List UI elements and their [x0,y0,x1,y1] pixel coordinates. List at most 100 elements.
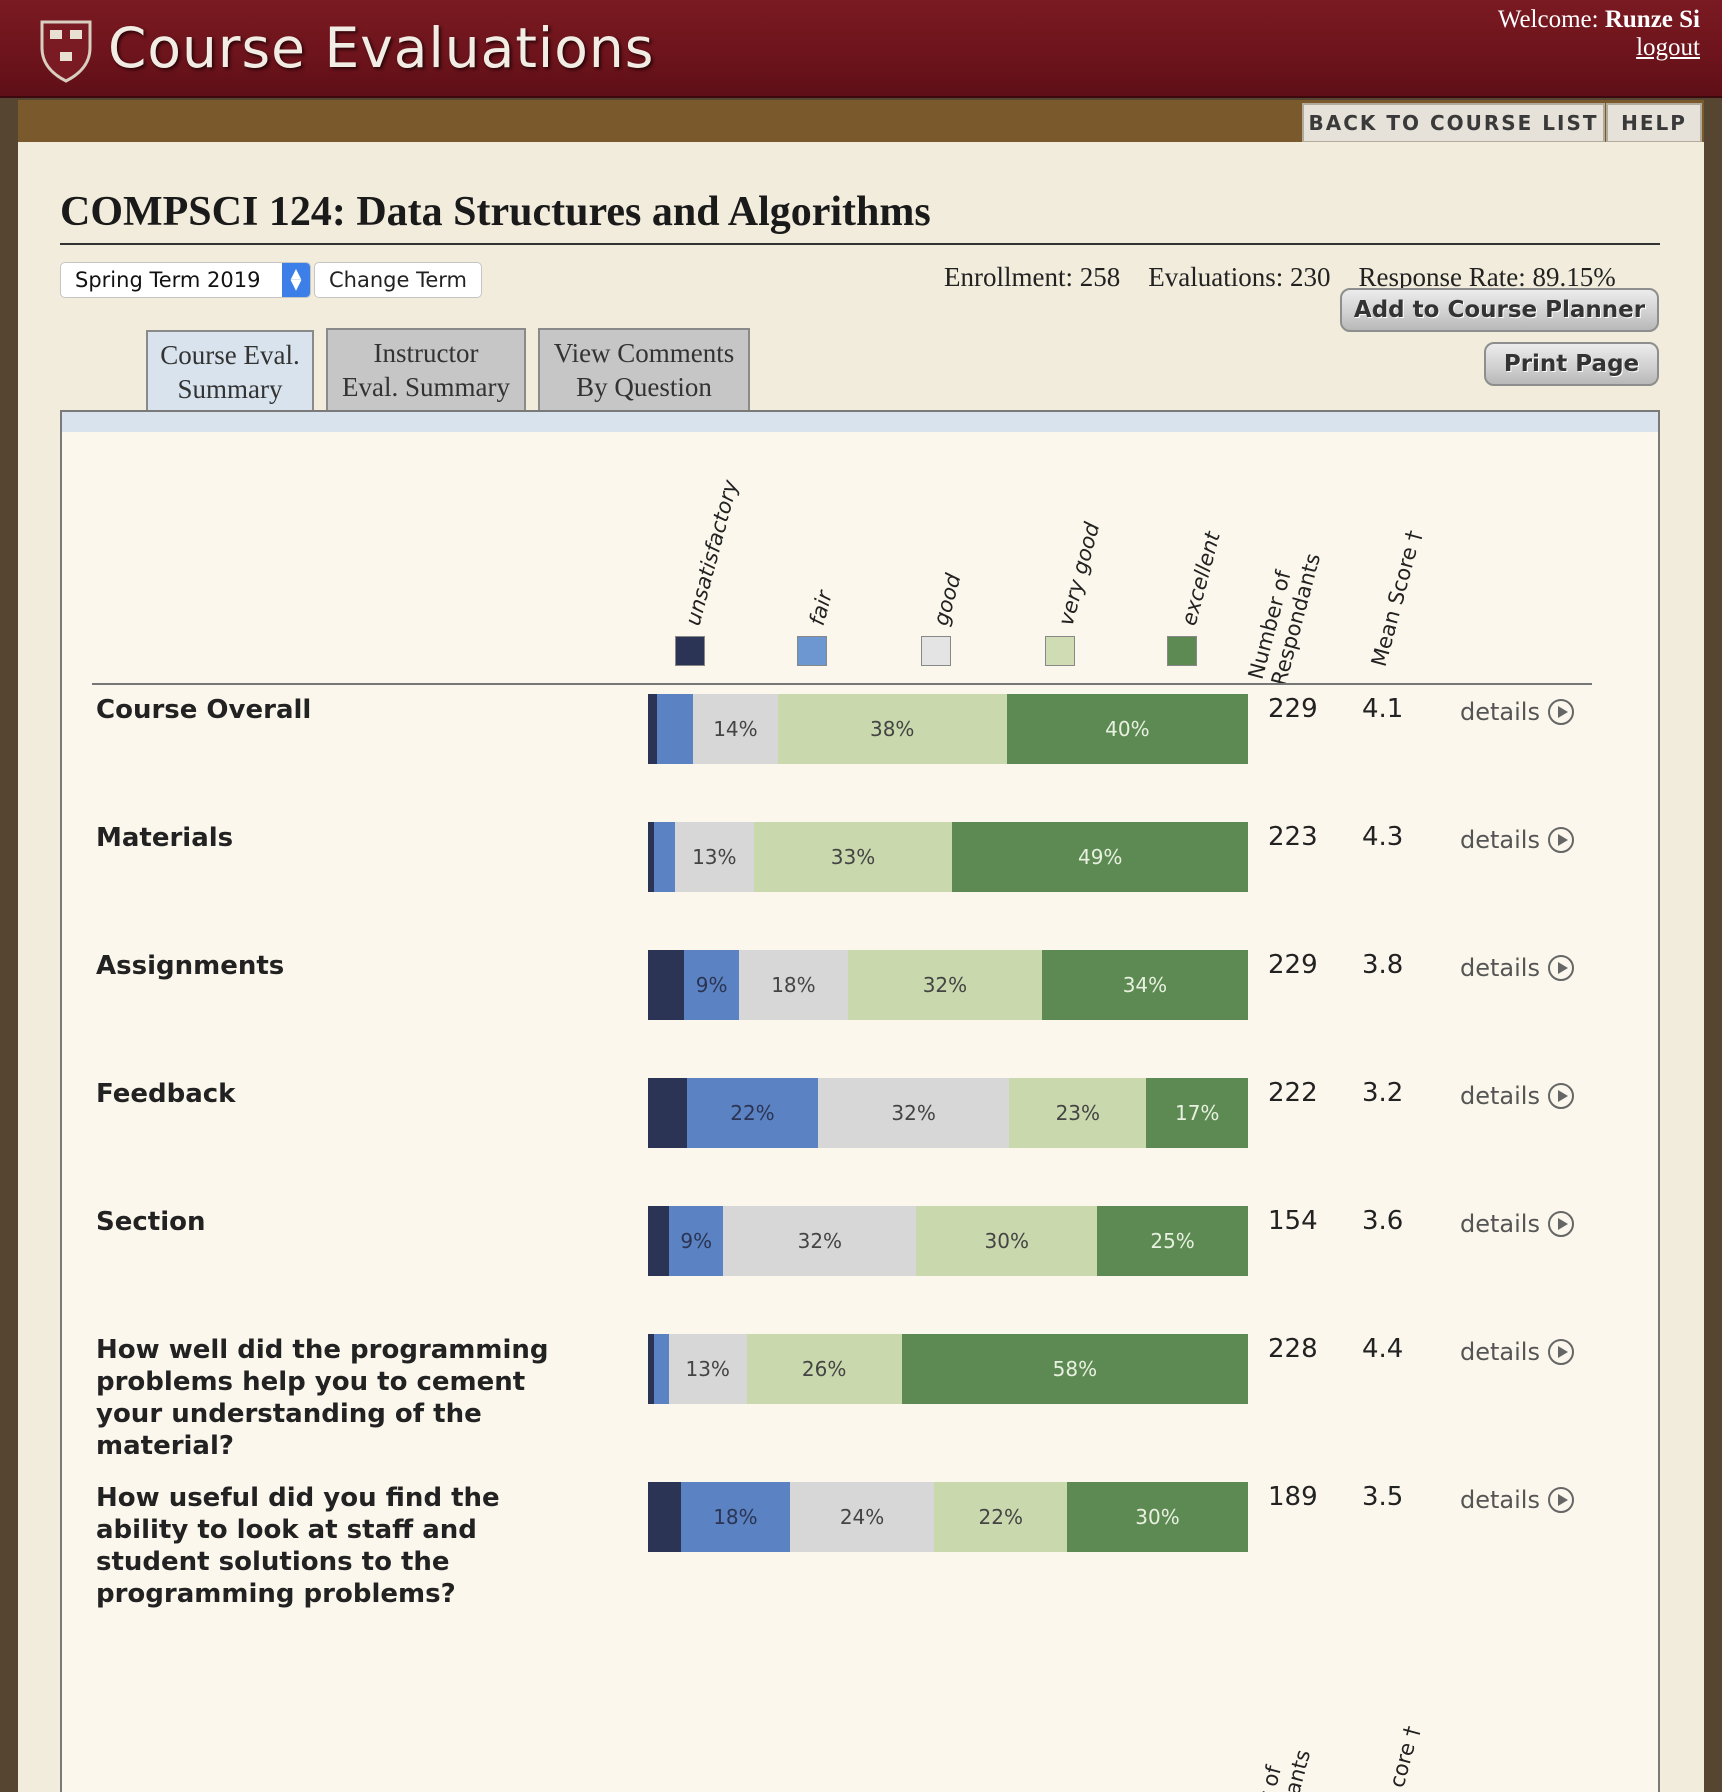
print-page-button[interactable]: Print Page [1484,342,1659,386]
mean-score: 4.4 [1362,1334,1404,1364]
app-header: Course Evaluations Welcome: Runze Si log… [0,0,1722,98]
mean-score: 3.2 [1362,1078,1404,1108]
bar-segment-excellent: 58% [901,1334,1248,1404]
term-select[interactable]: Spring Term 2019 ▲ ▼ [60,262,311,298]
row-label: How useful did you find the ability to l… [96,1483,500,1609]
play-arrow-icon [1547,955,1574,981]
details-link[interactable]: details [1460,954,1574,982]
term-select-value: Spring Term 2019 [75,268,261,292]
bar-segment-excellent: 30% [1067,1482,1248,1552]
select-arrows-icon: ▲ ▼ [282,263,310,297]
bar-segment-fair: 9% [669,1206,724,1276]
tab-course-eval-summary[interactable]: Course Eval. Summary [146,330,314,412]
app-title: Course Evaluations [108,16,655,80]
enrollment-stat: Enrollment: 258 [944,262,1121,292]
details-label: details [1460,954,1540,982]
tab-instructor-eval-summary[interactable]: Instructor Eval. Summary [326,328,526,410]
play-arrow-icon [1547,1487,1574,1513]
tab-label-line1: Course Eval. [160,340,300,370]
evaluations-stat: Evaluations: 230 [1148,262,1331,292]
details-link[interactable]: details [1460,1486,1574,1514]
panel-header-strip [62,412,1658,432]
change-term-button[interactable]: Change Term [314,262,482,298]
bar-segment-good: 32% [723,1206,917,1276]
response-rate-stat: Response Rate: 89.15% [1358,262,1616,292]
add-to-course-planner-button[interactable]: Add to Course Planner [1340,288,1659,332]
legend-swatch-good [921,636,951,666]
bar-segment-unsatisfactory [648,1206,670,1276]
welcome-prefix: Welcome: [1497,6,1599,33]
respondents-count: 223 [1268,822,1318,852]
help-button[interactable]: HELP [1606,103,1702,143]
details-link[interactable]: details [1460,1082,1574,1110]
respondents-count: 229 [1268,694,1318,724]
bar-segment-very-good: 26% [746,1334,902,1404]
bar-segment-unsatisfactory [648,1482,682,1552]
details-link[interactable]: details [1460,698,1574,726]
bar-segment-very-good: 33% [753,822,953,892]
distribution-bar: 9% 32% 30% 25% [648,1206,1248,1276]
details-label: details [1460,1082,1540,1110]
welcome-text: Welcome: Runze Si [1498,6,1700,34]
bar-segment-unsatisfactory [648,950,685,1020]
bar-segment-unsatisfactory [648,822,655,892]
course-stats: Enrollment: 258 Evaluations: 230 Response … [944,262,1616,293]
tab-label-line1: Instructor [373,338,479,368]
details-link[interactable]: details [1460,826,1574,854]
logout-link[interactable]: logout [1636,34,1700,61]
tab-label-line2: By Question [576,372,712,402]
bar-segment-excellent: 34% [1041,950,1248,1020]
respondents-count: 189 [1268,1482,1318,1512]
distribution-bar: 18% 24% 22% 30% [648,1482,1248,1552]
row-label: Feedback [96,1079,236,1109]
row-label: Course Overall [96,695,312,725]
details-link[interactable]: details [1460,1338,1574,1366]
distribution-bar: 14% 38% 40% [648,694,1248,764]
bar-segment-good: 24% [789,1482,935,1552]
details-label: details [1460,1338,1540,1366]
legend-swatch-very-good [1045,636,1075,666]
bar-segment-good: 13% [675,822,754,892]
mean-score: 3.6 [1362,1206,1404,1236]
details-label: details [1460,698,1540,726]
row-label: Section [96,1207,206,1237]
distribution-bar: 9% 18% 32% 34% [648,950,1248,1020]
harvard-shield-icon [40,20,92,83]
details-label: details [1460,826,1540,854]
legend-swatch-unsatisfactory [675,636,705,666]
bar-segment-unsatisfactory [648,1334,654,1404]
back-to-course-list-button[interactable]: BACK TO COURSE LIST [1302,103,1605,143]
legend-swatch-fair [797,636,827,666]
details-link[interactable]: details [1460,1210,1574,1238]
distribution-bar: 13% 26% 58% [648,1334,1248,1404]
mean-score: 3.8 [1362,950,1404,980]
details-label: details [1460,1486,1540,1514]
bar-segment-fair: 18% [681,1482,790,1552]
bar-segment-good: 32% [818,1078,1010,1148]
bar-segment-good: 13% [668,1334,747,1404]
tab-view-comments-by-question[interactable]: View Comments By Question [538,328,750,410]
bar-segment-excellent: 17% [1146,1078,1248,1148]
respondents-count: 229 [1268,950,1318,980]
bar-segment-fair: 9% [684,950,739,1020]
distribution-bar: 22% 32% 23% 17% [648,1078,1248,1148]
bar-segment-very-good: 30% [916,1206,1098,1276]
bar-segment-good: 14% [693,694,778,764]
mean-score: 4.3 [1362,822,1404,852]
distribution-bar: 13% 33% 49% [648,822,1248,892]
title-divider [60,243,1660,245]
respondents-count: 228 [1268,1334,1318,1364]
page-title: COMPSCI 124: Data Structures and Algorit… [60,189,931,235]
mean-score: 3.5 [1362,1482,1404,1512]
user-name: Runze Si [1604,6,1700,33]
row-label: Materials [96,823,234,853]
play-arrow-icon [1547,827,1574,853]
play-arrow-icon [1547,1339,1574,1365]
respondents-count: 222 [1268,1078,1318,1108]
legend-swatch-excellent [1167,636,1197,666]
details-label: details [1460,1210,1540,1238]
bar-segment-fair [653,1334,669,1404]
bar-segment-good: 18% [738,950,848,1020]
row-label: How well did the programming problems he… [96,1335,549,1461]
bar-segment-unsatisfactory [648,694,658,764]
